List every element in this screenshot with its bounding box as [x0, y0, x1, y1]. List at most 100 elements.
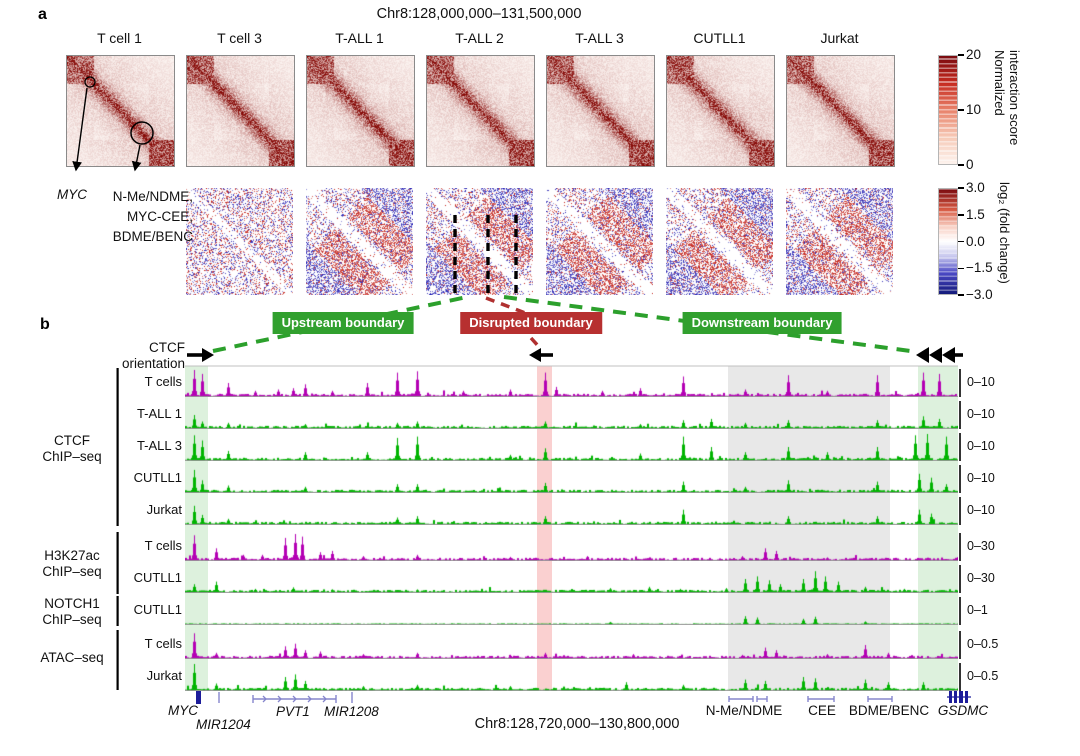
track-sample-label: T-ALL 1 [136, 406, 182, 421]
hic-map-5 [546, 55, 655, 167]
cb1-tick [958, 164, 964, 166]
hic-column-label-3: T-ALL 1 [335, 30, 384, 46]
colorbar-interaction-score [938, 55, 958, 165]
hic-column-label-5: T-ALL 3 [575, 30, 624, 46]
pvt1-gene-glyph [252, 695, 337, 703]
track-sample-label: Jurkat [146, 502, 182, 517]
track-sample-label: T cells [144, 636, 182, 651]
myc-annotation-label: MYC [57, 187, 87, 202]
hic-column-label-7: Jurkat [820, 30, 859, 46]
region-title-bottom: Chr8:128,720,000–130,800,000 [474, 716, 680, 732]
cb2-tick-label: 3.0 [966, 180, 985, 195]
track-atac-seq-t-cells [185, 630, 958, 659]
disrupted-connector-dashed-bottom [529, 336, 543, 351]
diff-map-7 [786, 188, 893, 295]
assay-group-label-2: H3K27ac ChIP–seq [42, 548, 102, 579]
cb2-tick [958, 187, 964, 189]
track-ctcf-chip-seq-jurkat [185, 496, 958, 525]
cb1-tick-label: 10 [966, 102, 982, 117]
cb2-tick-label: 1.5 [966, 206, 985, 222]
hic-map-6 [666, 55, 775, 167]
track-sample-label: T cells [144, 538, 182, 553]
cb2-tick-label: −3.0 [966, 287, 993, 302]
gene-label-myc: MYC [168, 703, 198, 718]
hic-map-4 [426, 55, 535, 167]
hic-map-1 [66, 55, 175, 167]
track-scale-label: 0–10 [967, 471, 995, 485]
cb2-tick-label: −1.5 [966, 260, 993, 276]
track-scale-label: 0–30 [967, 571, 995, 585]
hic-column-label-1: T cell 1 [97, 30, 142, 46]
track-scale-label: 0–30 [967, 539, 995, 553]
track-ctcf-chip-seq-cutll1 [185, 464, 958, 493]
track-ctcf-chip-seq-t-all-3 [185, 432, 958, 461]
enhancer-annotation-label: N-Me/NDME, MYC-CEE, BDME/BENC [112, 189, 193, 244]
track-scale-label: 0–1 [967, 603, 988, 617]
diff-map-5 [546, 188, 653, 295]
track-sample-label: Jurkat [146, 668, 182, 683]
diff-map-4 [426, 188, 533, 295]
colorbar-fold-change [938, 188, 958, 295]
track-sample-label: CUTLL1 [133, 570, 182, 585]
track-scale-label: 0–0.5 [967, 669, 999, 683]
downstream-boundary-badge: Downstream boundary [682, 312, 842, 334]
assay-group-label-4: ATAC–seq [40, 650, 104, 665]
track-sample-label: T-ALL 3 [136, 438, 182, 453]
track-ctcf-chip-seq-t-cells [185, 368, 958, 397]
hic-column-label-2: T cell 3 [217, 30, 262, 46]
track-ctcf-chip-seq-t-all-1 [185, 400, 958, 429]
assay-group-label-1: CTCF ChIP–seq [42, 433, 102, 464]
hic-column-label-6: CUTLL1 [693, 30, 746, 46]
cb1-tick-label: 20 [966, 47, 982, 62]
nme-region-glyph [728, 696, 754, 702]
cb1-tick-label: 0 [966, 157, 974, 172]
track-scale-label: 0–10 [967, 375, 995, 389]
track-sample-label: CUTLL1 [133, 602, 182, 617]
cb2-tick-label: 0.0 [966, 233, 985, 249]
gsdmc-gene-glyph [947, 691, 971, 703]
track-sample-label: T cells [144, 374, 182, 389]
upstream-boundary-badge: Upstream boundary [272, 312, 414, 334]
hic-map-7 [786, 55, 895, 167]
cb2-tick [958, 240, 964, 243]
colorbar2-label: log₂ (fold change) [997, 182, 1012, 284]
diff-map-3 [306, 188, 413, 295]
panel-b-label: b [40, 316, 50, 333]
ctcf-arrow-left [529, 348, 553, 362]
gene-label-gsdmc: GSDMC [937, 703, 989, 718]
gene-label-mir1208: MIR1208 [324, 704, 379, 719]
ctcf-orientation-label: CTCF orientation [121, 340, 185, 371]
diff-map-2 [186, 188, 293, 295]
gene-label-nme: N-Me/NDME [705, 703, 783, 718]
diff-map-6 [666, 188, 773, 295]
nme-region-glyph-2 [756, 696, 768, 702]
hic-map-3 [306, 55, 415, 167]
assay-group-label-3: NOTCH1 ChIP–seq [42, 596, 102, 627]
track-scale-label: 0–10 [967, 439, 995, 453]
cb2-tick [958, 294, 964, 296]
panel-a-label: a [38, 6, 47, 23]
track-h3k27ac-chip-seq-cutll1 [185, 564, 958, 593]
track-scale-label: 0–10 [967, 503, 995, 517]
colorbar1-label: Normalized interaction score [992, 50, 1022, 146]
cb1-tick [958, 109, 964, 111]
track-atac-seq-jurkat [185, 662, 958, 691]
gene-label-bdme: BDME/BENC [848, 703, 930, 718]
ctcf-arrow-right [187, 348, 214, 362]
gene-label-pvt1: PVT1 [276, 704, 310, 719]
gene-label-mir1204: MIR1204 [196, 717, 251, 732]
cb2-tick [958, 267, 964, 269]
track-h3k27ac-chip-seq-t-cells [185, 532, 958, 561]
ctcf-arrows-triple-left [916, 347, 963, 363]
cb1-tick [958, 54, 964, 56]
track-scale-label: 0–10 [967, 407, 995, 421]
cee-region-glyph [807, 696, 835, 702]
track-notch1-chip-seq-cutll1 [185, 596, 958, 625]
region-title-top: Chr8:128,000,000–131,500,000 [376, 6, 582, 22]
gene-label-cee: CEE [808, 703, 836, 718]
bdme-region-glyph [867, 696, 893, 702]
cb2-tick [958, 214, 964, 216]
hic-map-2 [186, 55, 295, 167]
disrupted-boundary-badge: Disrupted boundary [460, 312, 602, 334]
